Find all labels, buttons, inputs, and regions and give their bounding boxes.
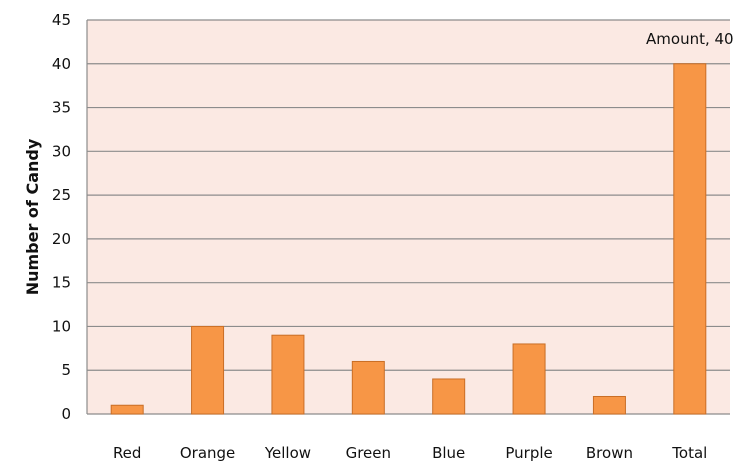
- y-tick-label: 20: [52, 230, 71, 248]
- x-tick-label: Yellow: [264, 444, 311, 462]
- bars: [110, 63, 707, 415]
- bar-purple: [512, 343, 546, 415]
- bar-brown: [592, 395, 626, 415]
- x-tick-label: Brown: [586, 444, 633, 462]
- y-tick-label: 15: [52, 274, 71, 292]
- y-tick-label: 10: [52, 317, 71, 335]
- y-tick-label: 30: [52, 142, 71, 160]
- bar-total: [673, 63, 707, 415]
- bar-blue: [432, 378, 466, 415]
- bar-orange: [191, 325, 225, 415]
- y-axis-label: Number of Candy: [23, 138, 42, 295]
- x-tick-label: Total: [671, 444, 707, 462]
- x-tick-label: Green: [346, 444, 391, 462]
- y-tick-label: 45: [52, 11, 71, 29]
- x-axis-ticks: Red Orange Yellow Green Blue Purple Brown Total: [113, 444, 707, 462]
- data-label: Amount, 40: [646, 30, 734, 48]
- x-tick-label: Red: [113, 444, 142, 462]
- plot-area: [87, 20, 730, 414]
- x-tick-label: Blue: [432, 444, 465, 462]
- y-tick-label: 5: [61, 361, 71, 379]
- data-labels: Amount, 40: [646, 30, 734, 48]
- y-tick-label: 25: [52, 186, 71, 204]
- y-tick-label: 35: [52, 99, 71, 117]
- x-tick-label: Purple: [505, 444, 552, 462]
- bar-green: [351, 360, 385, 415]
- y-tick-label: 40: [52, 55, 71, 73]
- y-tick-label: 0: [61, 405, 71, 423]
- y-axis-ticks: 0 5 10 15 20 25 30 35 40 45: [52, 11, 71, 423]
- x-tick-label: Orange: [180, 444, 235, 462]
- bar-red: [110, 404, 144, 415]
- bar-yellow: [271, 334, 305, 415]
